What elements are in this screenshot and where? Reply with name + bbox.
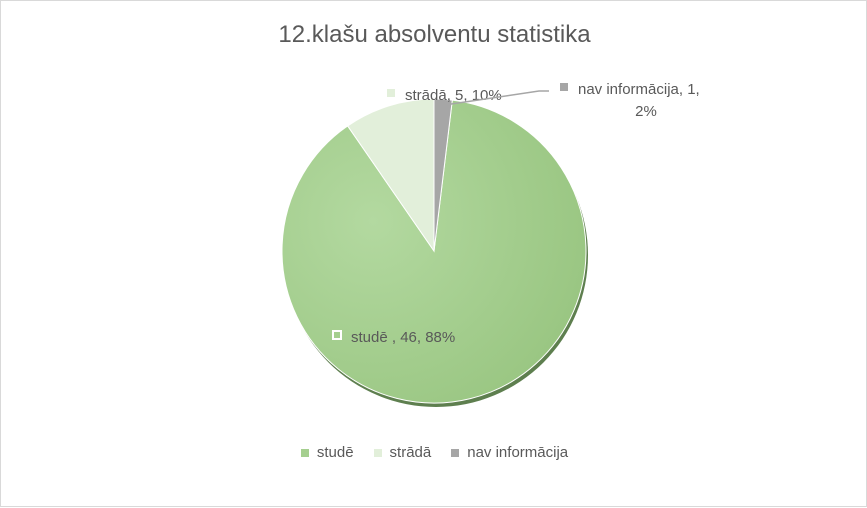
legend-item-studē: studē [300, 444, 354, 461]
legend-swatch-nav-informācija [451, 448, 460, 457]
data-label-strādā: strādā, 5, 10% [405, 87, 502, 104]
data-label-studē: studē , 46, 88% [351, 329, 455, 346]
legend-swatch-strādā [373, 448, 382, 457]
legend-label-studē: studē [316, 444, 354, 461]
pie-slice-nav informācija [433, 98, 453, 252]
pie-slice-strādā [346, 98, 435, 253]
data-label-swatch-studē [332, 330, 342, 340]
data-label-nav-informācija-line1: nav informācija, 1, [578, 81, 700, 98]
legend-item-strādā: strādā [373, 444, 432, 461]
legend-label-strādā: strādā [389, 444, 432, 461]
data-label-nav-informācija-line2: 2% [635, 103, 657, 120]
data-label-swatch-nav-informācija [560, 83, 568, 91]
chart-legend: studē strādā nav informācija [1, 444, 867, 461]
data-label-swatch-strādā [387, 89, 395, 97]
legend-item-nav-informācija: nav informācija [451, 444, 568, 461]
leader-line-nav-informācija [442, 90, 549, 107]
legend-label-nav-informācija: nav informācija [467, 444, 569, 461]
chart-title: 12.klašu absolventu statistika [278, 21, 591, 48]
legend-swatch-studē [300, 448, 309, 457]
